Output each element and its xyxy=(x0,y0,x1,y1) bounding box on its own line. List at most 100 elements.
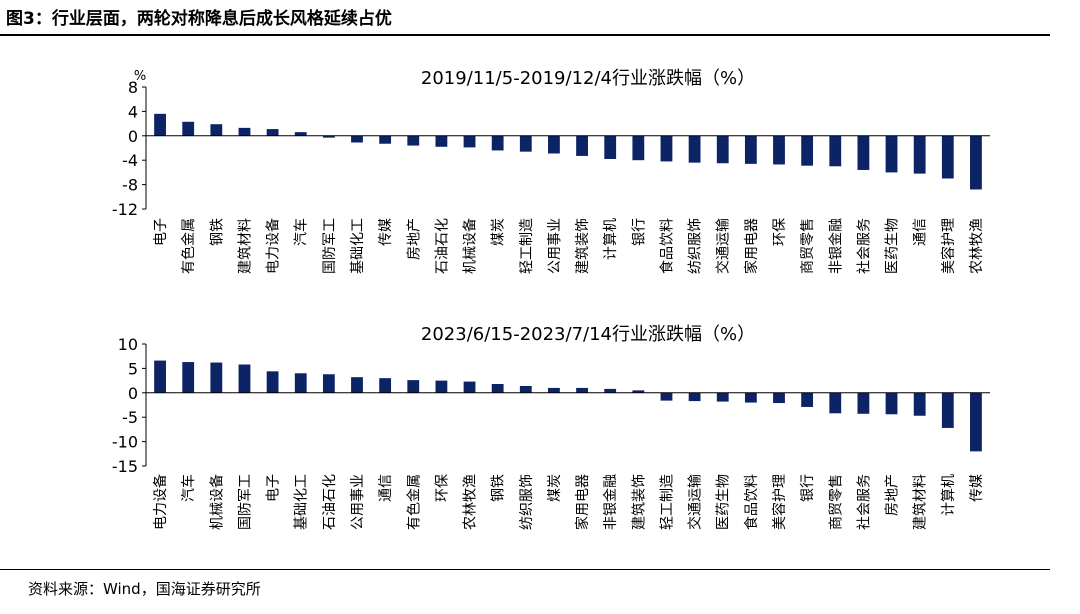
chart1-bar xyxy=(801,135,814,166)
chart2-bar xyxy=(688,392,701,402)
chart2-category-label: 家用电器 xyxy=(574,474,591,530)
chart1-category-label: 公用事业 xyxy=(547,218,563,274)
chart1-bar xyxy=(604,135,617,159)
chart2-bar xyxy=(829,392,842,414)
chart2-category-label: 传媒 xyxy=(969,474,985,502)
chart2-category-label: 电子 xyxy=(266,474,282,502)
chart2-bar xyxy=(885,392,898,415)
chart1-bar xyxy=(773,135,785,165)
chart2-bar xyxy=(773,392,785,404)
chart2-bar xyxy=(857,392,870,414)
chart1-category-label: 计算机 xyxy=(603,218,619,260)
chart2-bar xyxy=(266,371,279,393)
chart1-bar xyxy=(182,121,195,136)
chart2-bar xyxy=(519,385,532,393)
chart1-y-tick-label: -8 xyxy=(122,176,138,195)
chart2-category-label: 商贸零售 xyxy=(828,474,844,530)
chart2-category-label: 煤炭 xyxy=(547,474,563,502)
chart1-bar xyxy=(154,113,166,136)
chart2-y-tick-label: -10 xyxy=(112,433,138,452)
chart2-category-label: 轻工制造 xyxy=(659,474,675,530)
chart1-category-label: 国防军工 xyxy=(322,218,338,274)
chart1-category-label: 轻工制造 xyxy=(519,218,535,274)
chart1-category-label: 美容护理 xyxy=(940,218,957,274)
chart2-bar xyxy=(660,392,673,401)
chart2-category-label: 食品饮料 xyxy=(743,474,760,530)
chart1-category-label: 家用电器 xyxy=(743,218,760,274)
chart1-category-label: 机械设备 xyxy=(462,218,479,274)
chart1-bar xyxy=(660,135,673,162)
chart1-y-tick-label: 0 xyxy=(128,127,138,146)
chart1-unit-label: % xyxy=(134,69,146,84)
chart2-bar xyxy=(210,362,223,393)
chart1-bar xyxy=(491,135,504,151)
chart2-category-label: 银行 xyxy=(800,474,816,502)
chart1-bar xyxy=(266,129,279,136)
chart1-y-tick-label: -4 xyxy=(122,151,138,170)
chart1-bar xyxy=(885,135,898,173)
chart2-category-label: 医药生物 xyxy=(716,474,732,530)
chart1-category-label: 建筑装饰 xyxy=(575,218,591,274)
chart1-category-label: 食品饮料 xyxy=(658,218,675,274)
chart1-category-label: 交通运输 xyxy=(715,218,732,274)
chart1-bar xyxy=(379,135,392,144)
chart1-y-tick-label: 4 xyxy=(128,102,138,121)
chart1-bar xyxy=(744,135,757,164)
chart2-category-label: 电力设备 xyxy=(152,474,169,530)
figure-title: 图3：行业层面，两轮对称降息后成长风格延续占优 xyxy=(6,9,392,29)
chart1-bar xyxy=(548,135,560,154)
chart2-y-tick-label: 5 xyxy=(128,359,138,378)
chart2-category-label: 美容护理 xyxy=(771,474,788,530)
chart2-bar xyxy=(632,390,645,393)
chart2-category-label: 交通运输 xyxy=(687,474,704,530)
bottom-rule xyxy=(0,569,1050,570)
chart2-category-label: 纺织服饰 xyxy=(519,474,535,530)
chart2-bar xyxy=(716,392,729,402)
chart1-category-label: 非银金融 xyxy=(828,218,844,274)
chart2-category-label: 计算机 xyxy=(941,474,957,516)
chart2-y-tick-label: -15 xyxy=(112,457,138,476)
chart1-category-label: 有色金属 xyxy=(180,218,197,274)
chart2-bar xyxy=(913,392,926,416)
chart2-category-label: 社会服务 xyxy=(856,474,872,530)
chart1-category-label: 医药生物 xyxy=(885,218,901,274)
chart1-bar xyxy=(519,135,532,152)
chart1-bar xyxy=(322,135,335,138)
chart1-category-label: 石油石化 xyxy=(434,218,450,274)
chart2-category-label: 石油石化 xyxy=(322,474,338,530)
chart2-bar xyxy=(604,388,617,393)
chart2-category-label: 汽车 xyxy=(180,474,197,502)
chart1-category-label: 通信 xyxy=(913,218,929,246)
chart2-bar xyxy=(491,384,504,393)
chart2-bar xyxy=(407,380,420,393)
chart1-bar xyxy=(294,132,307,136)
chart2-y-tick-label: 0 xyxy=(128,384,138,403)
chart1-bar xyxy=(407,135,420,146)
chart1-bar xyxy=(716,135,729,164)
chart2-bar xyxy=(351,377,363,393)
chart1-category-label: 传媒 xyxy=(378,218,394,246)
chart2-category-label: 国防军工 xyxy=(237,474,253,530)
chart2-y-tick-label: -5 xyxy=(122,408,138,427)
chart2-bar xyxy=(463,381,476,393)
chart2-y-tick-label: 10 xyxy=(118,335,138,354)
chart1-y-tick-label: 8 xyxy=(128,78,138,97)
chart1-category-label: 汽车 xyxy=(293,218,310,246)
chart2-bar xyxy=(238,364,251,393)
chart2-title: 2023/6/15-2023/7/14行业涨跌幅（%） xyxy=(421,324,755,345)
chart2-bar xyxy=(941,392,954,428)
chart1-bar xyxy=(435,135,448,147)
chart2-bar xyxy=(154,360,166,393)
chart2-bar xyxy=(322,374,335,393)
chart1-category-label: 基础化工 xyxy=(349,218,366,274)
chart2-bar xyxy=(970,392,982,452)
chart2-bar xyxy=(744,392,757,403)
chart1-category-label: 煤炭 xyxy=(491,218,507,246)
chart2-bar xyxy=(182,362,195,393)
chart1-category-label: 钢铁 xyxy=(209,218,225,246)
chart2-category-label: 钢铁 xyxy=(491,474,507,502)
chart1-bar xyxy=(576,135,588,156)
chart1-category-label: 农林牧渔 xyxy=(969,218,985,274)
chart1-category-label: 建筑材料 xyxy=(237,218,253,274)
chart2-category-label: 机械设备 xyxy=(208,474,225,530)
